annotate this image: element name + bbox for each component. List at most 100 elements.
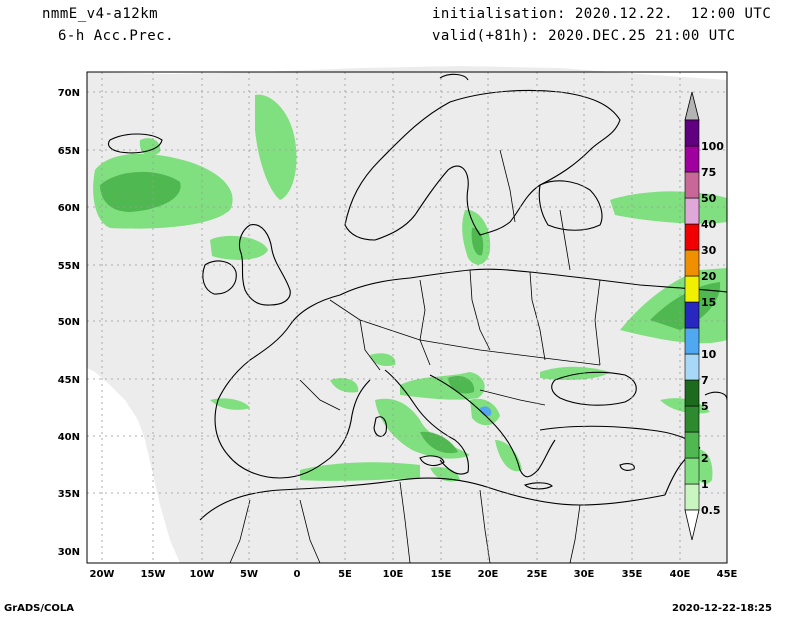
border-2 (359, 319, 381, 371)
precip-black-sea (540, 366, 610, 380)
precip-north-africa (300, 462, 420, 481)
lon-label: 30E (574, 569, 595, 580)
precip-adriatic-core (448, 375, 475, 394)
product-name: 6-h Acc.Prec. (58, 28, 175, 44)
coastlines (107, 73, 728, 521)
colorbar-swatch (684, 379, 700, 407)
footer-left: GrADS/COLA (4, 603, 74, 614)
colorbar-label: 15 (701, 296, 716, 309)
colorbar-swatch (684, 327, 700, 355)
border-15 (229, 499, 251, 564)
lon-label: 20W (90, 569, 115, 580)
precip-patches (93, 94, 727, 484)
precip-greece (495, 440, 522, 472)
lon-label: 15W (141, 569, 166, 580)
lat-label: 60N (58, 203, 80, 214)
lat-label: 65N (58, 146, 80, 157)
coast-ireland (202, 260, 237, 295)
coast-sardinia (373, 416, 387, 437)
border-14 (499, 149, 516, 223)
coast-cyprus (619, 463, 635, 471)
colorbar-swatch (684, 275, 700, 303)
colorbar-label: 10 (701, 348, 717, 361)
coast-black-sea (551, 371, 637, 406)
lon-label: 15E (431, 569, 452, 580)
init-time: initialisation: 2020.12.22. 12:00 UTC (432, 6, 772, 22)
colorbar-label: 0.5 (701, 504, 721, 517)
colorbar-label: 2 (701, 452, 709, 465)
colorbar-label: 40 (701, 218, 717, 231)
colorbar-label: 20 (701, 270, 717, 283)
lat-label: 45N (58, 375, 80, 386)
colorbar-swatch (684, 249, 700, 277)
border-5 (529, 271, 546, 361)
precip-central-europe (370, 353, 396, 366)
model-domain (87, 66, 727, 563)
precip-tunisia (430, 467, 460, 482)
lon-label: 10W (190, 569, 215, 580)
coast-iceland (107, 133, 163, 154)
model-name: nmmE_v4-a12km (42, 6, 159, 22)
colorbar-swatch (684, 353, 700, 381)
lon-label: 40E (670, 569, 691, 580)
colorbar-swatch (684, 171, 700, 199)
colorbar-swatch (684, 197, 700, 225)
border-8 (479, 389, 546, 406)
colorbar-swatch (684, 431, 700, 459)
border-13 (559, 209, 571, 271)
precip-iberia (210, 398, 250, 410)
lon-label: 45E (717, 569, 738, 580)
precip-spain-east (330, 378, 359, 393)
border-3 (419, 279, 431, 366)
colorbar-swatch (684, 457, 700, 485)
colorbar-label: 50 (701, 192, 717, 205)
coast-balkans (429, 374, 556, 478)
colorbar-bottom-triangle (684, 509, 700, 541)
lon-label: 0 (294, 569, 301, 580)
colorbar-label: 1 (701, 478, 709, 491)
coast-north-africa (199, 477, 666, 521)
lat-label: 40N (58, 432, 80, 443)
precip-atlantic-core (100, 171, 181, 212)
border-1 (329, 299, 601, 366)
axis-labels: 70N 65N 60N 55N 50N 45N 40N 35N 30N 20W … (58, 88, 738, 580)
borders (229, 149, 601, 564)
lat-label: 30N (58, 547, 80, 558)
colorbar-swatch (684, 145, 700, 173)
lon-label: 10E (383, 569, 404, 580)
colorbar: 0.5 1 2 5 7 10 15 20 30 40 50 75 100 (684, 91, 724, 541)
coast-svalbard-hint (439, 73, 469, 81)
colorbar-label: 100 (701, 140, 724, 153)
colorbar-swatch (684, 223, 700, 251)
lon-label: 5E (338, 569, 352, 580)
colorbar-swatch (684, 301, 700, 329)
border-12 (569, 504, 581, 564)
lat-label: 50N (58, 317, 80, 328)
coast-continent (289, 268, 728, 326)
map-area (86, 66, 728, 564)
colorbar-swatch (684, 119, 700, 147)
lon-label: 5W (240, 569, 258, 580)
colorbar-label: 5 (701, 400, 709, 413)
precip-norwegian-sea (255, 94, 297, 200)
coast-sicily (419, 455, 445, 467)
coast-crete (523, 482, 553, 490)
map-frame (86, 71, 728, 564)
border-9 (299, 499, 321, 564)
border-10 (399, 481, 411, 564)
coast-italy (384, 369, 469, 475)
colorbar-swatch (684, 483, 700, 511)
lat-label: 35N (58, 489, 80, 500)
border-4 (469, 269, 491, 351)
coast-iberia (214, 324, 371, 479)
lon-label: 20E (478, 569, 499, 580)
footer-right: 2020-12-22-18:25 (672, 603, 772, 614)
precip-scotland (210, 235, 268, 260)
lon-label: 35E (622, 569, 643, 580)
colorbar-label: 30 (701, 244, 717, 257)
lat-label: 55N (58, 261, 80, 272)
colorbar-label: 75 (701, 166, 716, 179)
coast-british-isles (238, 224, 291, 306)
colorbar-swatch (684, 405, 700, 433)
